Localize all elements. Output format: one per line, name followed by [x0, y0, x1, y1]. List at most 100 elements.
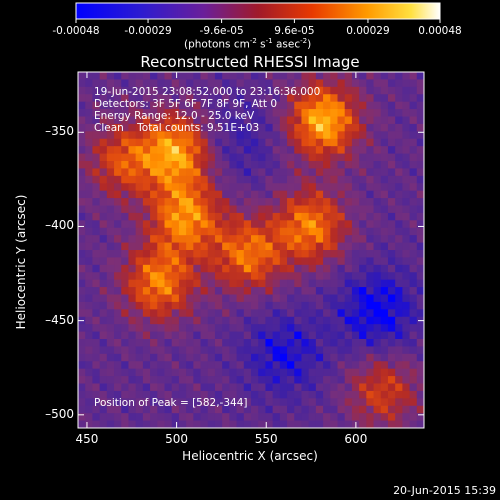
heatmap-cell [258, 123, 267, 132]
heatmap-cell [128, 398, 137, 407]
heatmap-cell [330, 168, 339, 177]
heatmap-cell [265, 205, 274, 214]
heatmap-cell [409, 146, 418, 155]
heatmap-cell [359, 368, 367, 377]
heatmap-cell [416, 294, 424, 303]
heatmap-cell [251, 138, 259, 147]
heatmap-cell [366, 316, 375, 325]
heatmap-cell [214, 109, 223, 118]
heatmap-cell [171, 272, 180, 281]
heatmap-cell [214, 161, 223, 170]
heatmap-cell [373, 368, 382, 377]
heatmap-cell [114, 235, 122, 244]
heatmap-cell [214, 413, 223, 422]
heatmap-cell [373, 405, 382, 414]
heatmap-cell [287, 72, 295, 81]
heatmap-cell [92, 279, 101, 288]
heatmap-cell [207, 146, 216, 155]
heatmap-cell [236, 212, 245, 221]
heatmap-cell [294, 383, 303, 392]
heatmap-cell [142, 264, 151, 273]
heatmap-cell [214, 198, 223, 207]
heatmap-cell [373, 94, 382, 103]
heatmap-cell [395, 235, 403, 244]
heatmap-cell [99, 383, 108, 392]
heatmap-cell [106, 376, 115, 385]
heatmap-cell [121, 339, 130, 348]
heatmap-cell [330, 205, 339, 214]
heatmap-cell [395, 190, 403, 199]
heatmap-cell [308, 287, 317, 296]
heatmap-cell [395, 257, 403, 266]
heatmap-cell [287, 109, 295, 118]
heatmap-cell [294, 123, 303, 132]
heatmap-cell [344, 242, 353, 251]
heatmap-cell [142, 168, 151, 177]
heatmap-cell [287, 116, 295, 125]
heatmap-cell [222, 420, 230, 428]
heatmap-cell [135, 153, 144, 162]
heatmap-cell [272, 94, 281, 103]
heatmap-cell [243, 109, 252, 118]
heatmap-cell [92, 183, 101, 192]
heatmap-cell [258, 183, 267, 192]
heatmap-cell [337, 205, 346, 214]
heatmap-cell [265, 198, 274, 207]
heatmap-cell [323, 405, 331, 414]
heatmap-cell [330, 398, 339, 407]
heatmap-cell [272, 264, 281, 273]
heatmap-cell [409, 94, 418, 103]
heatmap-cell [186, 383, 194, 392]
heatmap-cell [229, 346, 238, 355]
heatmap-cell [359, 153, 367, 162]
heatmap-cell [114, 287, 122, 296]
heatmap-cell [323, 339, 331, 348]
heatmap-cell [344, 361, 353, 370]
plot-frame [77, 71, 425, 429]
heatmap-cell [308, 324, 317, 333]
heatmap-cell [171, 316, 180, 325]
heatmap-cell [200, 94, 209, 103]
heatmap-cell [308, 250, 317, 259]
heatmap-cell [150, 116, 158, 125]
heatmap-cell [121, 116, 130, 125]
heatmap-cell [178, 324, 187, 333]
heatmap-cell [106, 353, 115, 362]
heatmap-cell [416, 390, 424, 399]
heatmap-cell [243, 101, 252, 110]
heatmap-cell [301, 220, 310, 229]
heatmap-cell [359, 331, 367, 340]
heatmap-cell [265, 346, 274, 355]
heatmap-cell [236, 168, 245, 177]
heatmap-cell [395, 331, 403, 340]
heatmap-cell [315, 205, 324, 214]
heatmap-cell [214, 398, 223, 407]
heatmap-cell [78, 79, 86, 88]
heatmap-cell [200, 235, 209, 244]
heatmap-cell [135, 123, 144, 132]
heatmap-cell [315, 235, 324, 244]
heatmap-cell [308, 79, 317, 88]
heatmap-cell [251, 72, 259, 81]
heatmap-cell [337, 101, 346, 110]
heatmap-cell [106, 316, 115, 325]
heatmap-cell [330, 250, 339, 259]
heatmap-cell [214, 146, 223, 155]
heatmap-cell [164, 175, 173, 184]
heatmap-cell [279, 420, 288, 428]
heatmap-cell [272, 101, 281, 110]
heatmap-cell [301, 294, 310, 303]
heatmap-cell [121, 279, 130, 288]
heatmap-cell [272, 420, 281, 428]
heatmap-cell [157, 257, 166, 266]
heatmap-cell [243, 294, 252, 303]
heatmap-cell [128, 220, 137, 229]
heatmap-cell [207, 190, 216, 199]
heatmap-cell [395, 227, 403, 236]
heatmap-cell [258, 301, 267, 310]
heatmap-cell [251, 361, 259, 370]
heatmap-cell [229, 361, 238, 370]
heatmap-cell [164, 390, 173, 399]
detectors-text: Detectors: 3F 5F 6F 7F 8F 9F, Att 0 [94, 98, 278, 110]
heatmap-cell [236, 272, 245, 281]
